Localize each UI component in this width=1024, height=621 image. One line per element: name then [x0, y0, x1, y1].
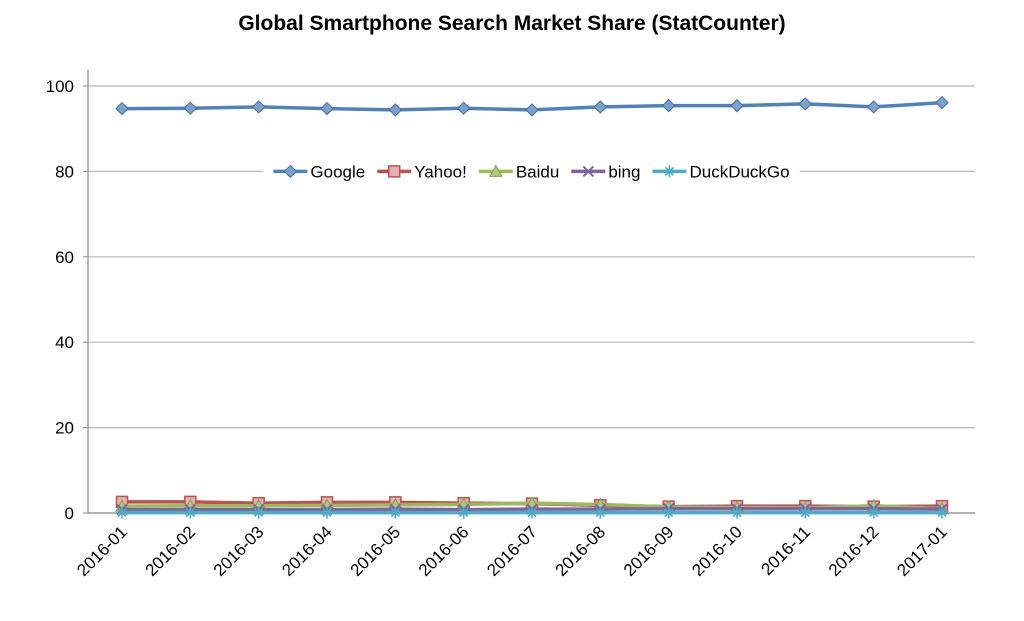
legend-swatch-marker — [663, 165, 676, 178]
x-tick-label-2016-07: 2016-07 — [483, 522, 541, 580]
legend-label: DuckDuckGo — [689, 162, 789, 181]
series-duckduckgo — [116, 506, 948, 519]
x-tick-label-2016-12: 2016-12 — [825, 522, 883, 580]
data-point — [321, 506, 333, 519]
data-point — [251, 100, 266, 114]
legend: Google Yahoo! Baidu bing DuckDuckGo — [263, 157, 800, 186]
x-tick-label-2016-08: 2016-08 — [552, 522, 610, 580]
legend-label: Baidu — [516, 162, 559, 181]
data-point — [594, 506, 607, 519]
data-point — [799, 506, 812, 519]
y-tick-label-80: 80 — [55, 162, 74, 181]
grid-lines — [88, 85, 975, 429]
data-point — [731, 506, 743, 519]
data-point — [866, 100, 881, 114]
chart-title: Global Smartphone Search Market Share (S… — [238, 12, 786, 35]
legend-swatch-marker — [489, 164, 503, 177]
legend-swatch-marker — [387, 165, 401, 178]
data-point — [183, 101, 198, 115]
y-tick-label-100: 100 — [46, 77, 74, 96]
legend-label: Google — [310, 162, 365, 181]
data-point — [388, 103, 403, 117]
data-point — [867, 506, 880, 519]
x-tick-label-2016-10: 2016-10 — [688, 522, 746, 580]
legend-item-bing: bing — [571, 162, 640, 181]
data-point — [320, 101, 334, 116]
data-point — [935, 95, 949, 110]
x-tick-label-2016-04: 2016-04 — [278, 522, 336, 580]
y-tick-label-40: 40 — [55, 333, 74, 352]
data-point — [252, 506, 265, 519]
series-google — [115, 95, 949, 117]
y-tick-label-20: 20 — [55, 419, 74, 438]
x-tick-label-2016-11: 2016-11 — [757, 522, 814, 579]
data-point — [116, 506, 128, 519]
y-tick-label-60: 60 — [55, 248, 74, 267]
x-tick-label-2016-01: 2016-01 — [73, 522, 131, 580]
legend-background — [263, 157, 800, 186]
series-group — [115, 95, 949, 519]
data-point — [526, 506, 538, 519]
legend-item-baidu: Baidu — [478, 162, 559, 181]
data-point — [457, 506, 470, 519]
x-tick-label-2016-06: 2016-06 — [415, 522, 473, 580]
legend-label: bing — [608, 162, 640, 181]
x-tick-label-2016-03: 2016-03 — [210, 522, 268, 580]
legend-swatch-marker — [582, 165, 595, 178]
data-point — [730, 98, 744, 113]
data-point — [593, 100, 608, 114]
legend-item-duckduckgo: DuckDuckGo — [652, 162, 790, 181]
x-tick-label-2017-01: 2017-01 — [893, 522, 951, 580]
legend-label: Yahoo! — [414, 162, 467, 181]
x-tick-label-2016-05: 2016-05 — [347, 522, 405, 580]
data-point — [798, 97, 813, 111]
data-point — [661, 98, 676, 113]
data-point — [389, 506, 402, 519]
data-point — [662, 506, 675, 519]
data-point — [936, 506, 948, 519]
legend-swatch-marker — [283, 164, 298, 179]
x-tick-label-2016-09: 2016-09 — [620, 522, 678, 580]
legend-item-yahoo: Yahoo! — [377, 162, 467, 181]
legend-item-google: Google — [273, 162, 365, 181]
data-point — [115, 101, 129, 116]
data-point — [525, 103, 539, 117]
data-point — [456, 101, 471, 115]
x-tick-label-2016-02: 2016-02 — [142, 522, 200, 580]
data-point — [184, 506, 197, 519]
y-tick-label-0: 0 — [65, 504, 74, 523]
